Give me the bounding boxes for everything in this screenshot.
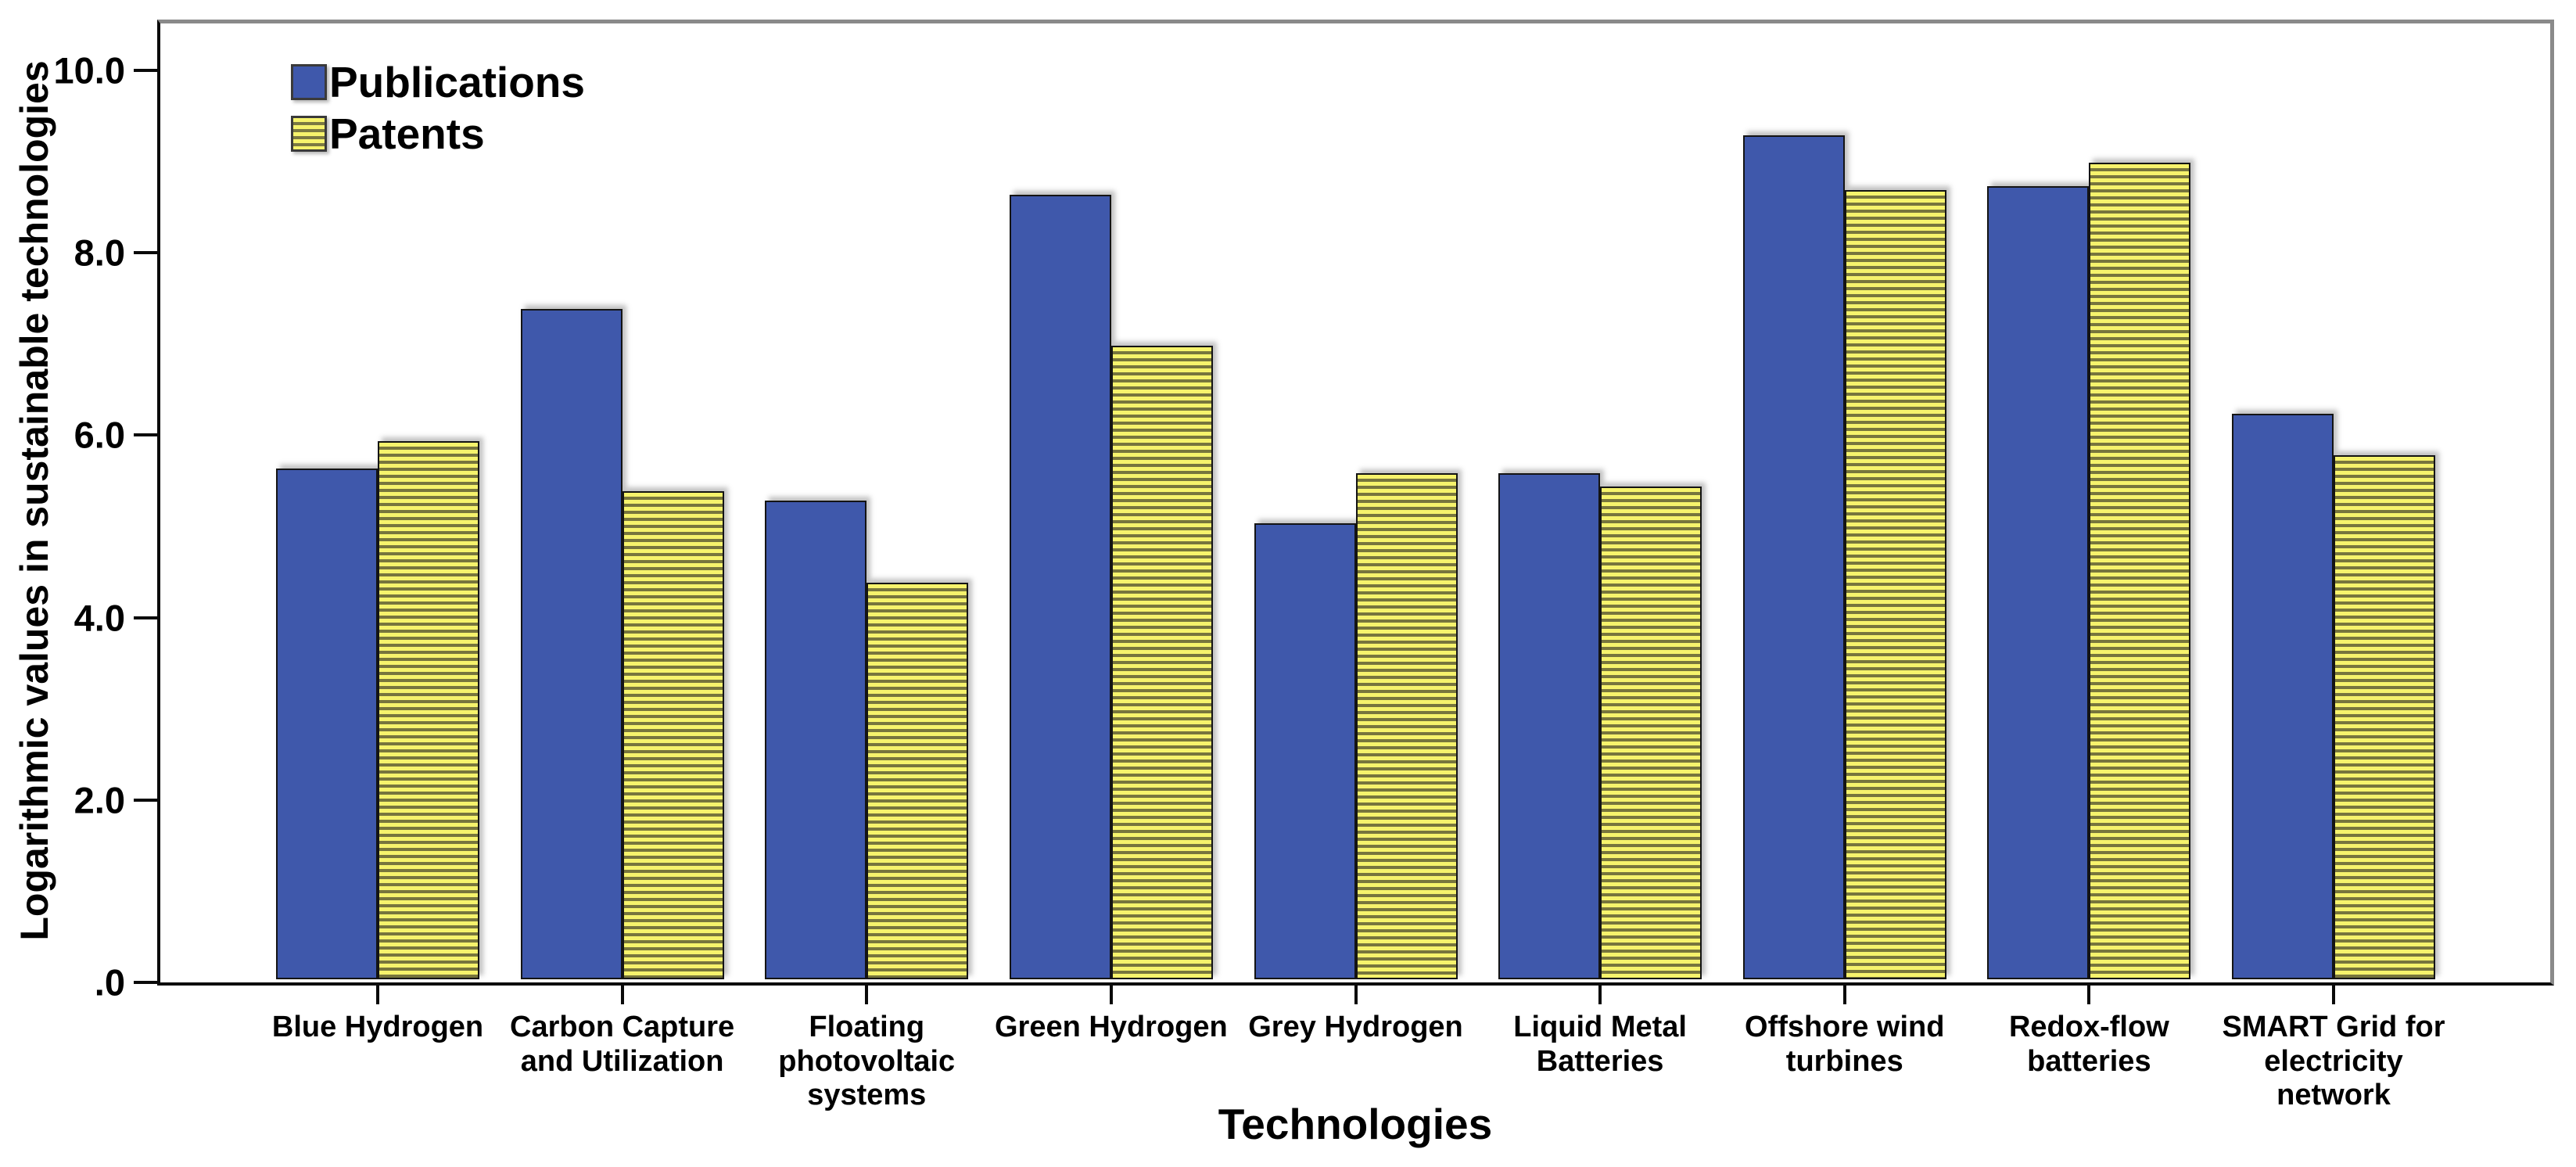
bar-group (1987, 20, 2191, 979)
y-tick-mark (134, 433, 157, 437)
legend-item-publications: Publications (291, 56, 585, 108)
publications-swatch-icon (291, 64, 327, 100)
bar-group (1742, 20, 1946, 979)
patents-bar-9 (2334, 455, 2435, 979)
publications-bar-8 (1987, 186, 2090, 979)
publications-bar-6 (1498, 473, 1601, 979)
legend-label-publications: Publications (329, 58, 585, 106)
y-tick-label: 10.0 (53, 49, 125, 92)
patents-bar-3 (866, 583, 969, 979)
x-tick-mark (1109, 982, 1113, 1004)
category-label: Green Hydrogen (995, 1011, 1228, 1043)
patents-bar-1 (378, 441, 479, 979)
x-tick-mark (376, 982, 379, 1004)
legend-item-patents: Patents (291, 108, 585, 160)
publications-bar-3 (765, 501, 867, 979)
category-label: Redox-flow batteries (2008, 1011, 2169, 1078)
y-tick-mark (134, 981, 157, 984)
x-tick-mark (1354, 982, 1358, 1004)
x-tick-mark (620, 982, 624, 1004)
bar-group (276, 20, 479, 979)
bar-group (2232, 20, 2435, 979)
patents-swatch-icon (291, 116, 327, 152)
y-tick-label: 6.0 (74, 414, 125, 456)
y-tick-label: .0 (94, 961, 125, 1004)
publications-bar-9 (2232, 414, 2334, 979)
x-tick-mark (1598, 982, 1602, 1004)
y-tick-label: 8.0 (74, 232, 125, 274)
x-tick-mark (865, 982, 869, 1004)
category-label: Offshore wind turbines (1745, 1011, 1945, 1078)
x-axis-title: Technologies (1218, 1100, 1493, 1148)
publications-bar-1 (276, 469, 378, 979)
patents-bar-8 (2089, 163, 2191, 979)
y-tick-mark (134, 251, 157, 255)
bars-layer (276, 20, 2435, 979)
y-tick-label: 4.0 (74, 597, 125, 639)
category-label: Liquid Metal Batteries (1513, 1011, 1687, 1078)
y-tick-mark (134, 69, 157, 72)
category-label: Grey Hydrogen (1248, 1011, 1463, 1043)
y-tick-mark (134, 616, 157, 619)
x-tick-mark (2087, 982, 2091, 1004)
bar-group (1498, 20, 1702, 979)
publications-bar-2 (520, 309, 622, 979)
patents-bar-7 (1844, 190, 1946, 979)
x-tick-mark (2332, 982, 2335, 1004)
bar-group (520, 20, 724, 979)
legend: Publications Patents (291, 56, 585, 160)
legend-label-patents: Patents (329, 110, 485, 158)
patents-bar-2 (622, 491, 724, 979)
category-label: Blue Hydrogen (271, 1011, 484, 1043)
patents-bar-4 (1110, 346, 1213, 979)
category-label: SMART Grid for electricity network (2222, 1011, 2445, 1112)
publications-bar-4 (1009, 195, 1111, 979)
bar-group (1254, 20, 1458, 979)
publications-bar-7 (1742, 135, 1845, 979)
x-tick-mark (1842, 982, 1846, 1004)
y-tick-mark (134, 798, 157, 802)
bar-group (1009, 20, 1213, 979)
y-tick-label: 2.0 (74, 779, 125, 821)
patents-bar-5 (1355, 473, 1458, 979)
publications-bar-5 (1254, 523, 1356, 979)
bar-group (765, 20, 969, 979)
category-label: Carbon Capture and Utilization (510, 1011, 735, 1078)
category-label: Floating photovoltaic systems (778, 1011, 956, 1112)
patents-bar-6 (1600, 487, 1702, 979)
